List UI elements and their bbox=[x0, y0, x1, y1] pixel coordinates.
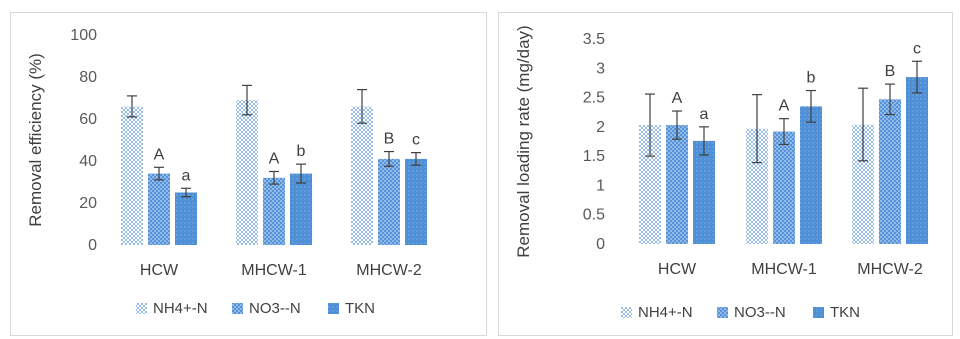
legend-swatch bbox=[136, 303, 147, 314]
significance-label: B bbox=[384, 131, 395, 148]
bar-dots bbox=[852, 124, 874, 244]
removal-loading-rate-chart-svg: 0 0.5 1 1.5 2 2.5 3 3.5 Removal loading rate (mg… bbox=[514, 25, 928, 321]
legend-label: TKN bbox=[830, 304, 860, 321]
x-category-label: MHCW-1 bbox=[241, 262, 307, 279]
significance-label: b bbox=[297, 143, 306, 160]
y-axis-label: Removal efficiency (%) bbox=[26, 53, 45, 227]
y-axis-label: Removal loading rate (mg/day) bbox=[514, 25, 533, 257]
y-tick-label: 60 bbox=[79, 111, 97, 128]
bar-solid bbox=[906, 77, 928, 244]
y-tick-label: 3 bbox=[596, 60, 605, 77]
y-tick-label: 1 bbox=[596, 177, 605, 194]
x-category-label: HCW bbox=[658, 261, 697, 278]
removal-loading-rate-chart: 0 0.5 1 1.5 2 2.5 3 3.5 Removal loading rate (mg… bbox=[498, 12, 953, 336]
significance-label: A bbox=[779, 98, 790, 115]
significance-label: A bbox=[672, 90, 683, 107]
legend-swatch bbox=[328, 303, 339, 314]
significance-label: c bbox=[913, 40, 921, 57]
bar-dots bbox=[236, 100, 258, 245]
bar-dots bbox=[121, 106, 143, 246]
legend-swatch bbox=[717, 307, 728, 318]
y-tick-label: 80 bbox=[79, 69, 97, 86]
bar-cross bbox=[378, 158, 400, 245]
legend-label: TKN bbox=[345, 300, 375, 317]
bar-cross bbox=[773, 131, 795, 244]
bar-cross bbox=[879, 99, 901, 244]
bar-dots bbox=[351, 106, 373, 246]
legend-label: NH4+-N bbox=[153, 300, 208, 317]
y-tick-label: 40 bbox=[79, 153, 97, 170]
bar-solid bbox=[800, 106, 822, 244]
legend-label: NO3--N bbox=[249, 300, 301, 317]
y-tick-label: 100 bbox=[70, 27, 97, 44]
y-tick-label: 2 bbox=[596, 119, 605, 136]
significance-label: B bbox=[885, 63, 896, 80]
x-category-label: MHCW-2 bbox=[857, 261, 923, 278]
significance-label: c bbox=[412, 132, 420, 149]
significance-label: a bbox=[700, 106, 709, 123]
y-tick-label: 1.5 bbox=[583, 148, 605, 165]
bar-solid bbox=[405, 158, 427, 245]
legend-swatch bbox=[232, 303, 243, 314]
y-tick-label: 0.5 bbox=[583, 207, 605, 224]
removal-efficiency-chart-svg: 0 20 40 60 80 100 Removal efficiency (%) HCW Aa M… bbox=[26, 27, 427, 317]
bar-dots bbox=[746, 128, 768, 244]
bar-solid bbox=[693, 140, 715, 244]
bar-cross bbox=[263, 177, 285, 245]
legend-label: NH4+-N bbox=[638, 304, 693, 321]
bar-cross bbox=[666, 125, 688, 244]
y-tick-label: 3.5 bbox=[583, 31, 605, 48]
x-category-label: MHCW-1 bbox=[751, 261, 817, 278]
legend-swatch bbox=[621, 307, 632, 318]
bar-cross bbox=[148, 173, 170, 245]
significance-label: b bbox=[807, 70, 816, 87]
legend-swatch bbox=[813, 307, 824, 318]
y-tick-label: 2.5 bbox=[583, 90, 605, 107]
x-category-label: MHCW-2 bbox=[356, 262, 422, 279]
bar-dots bbox=[639, 125, 661, 244]
y-tick-label: 0 bbox=[88, 237, 97, 254]
y-tick-label: 0 bbox=[596, 236, 605, 253]
y-tick-label: 20 bbox=[79, 195, 97, 212]
bar-solid bbox=[290, 173, 312, 245]
legend-label: NO3--N bbox=[734, 304, 786, 321]
significance-label: a bbox=[182, 167, 191, 184]
significance-label: A bbox=[154, 146, 165, 163]
bar-solid bbox=[175, 192, 197, 245]
x-category-label: HCW bbox=[140, 262, 179, 279]
significance-label: A bbox=[269, 151, 280, 168]
